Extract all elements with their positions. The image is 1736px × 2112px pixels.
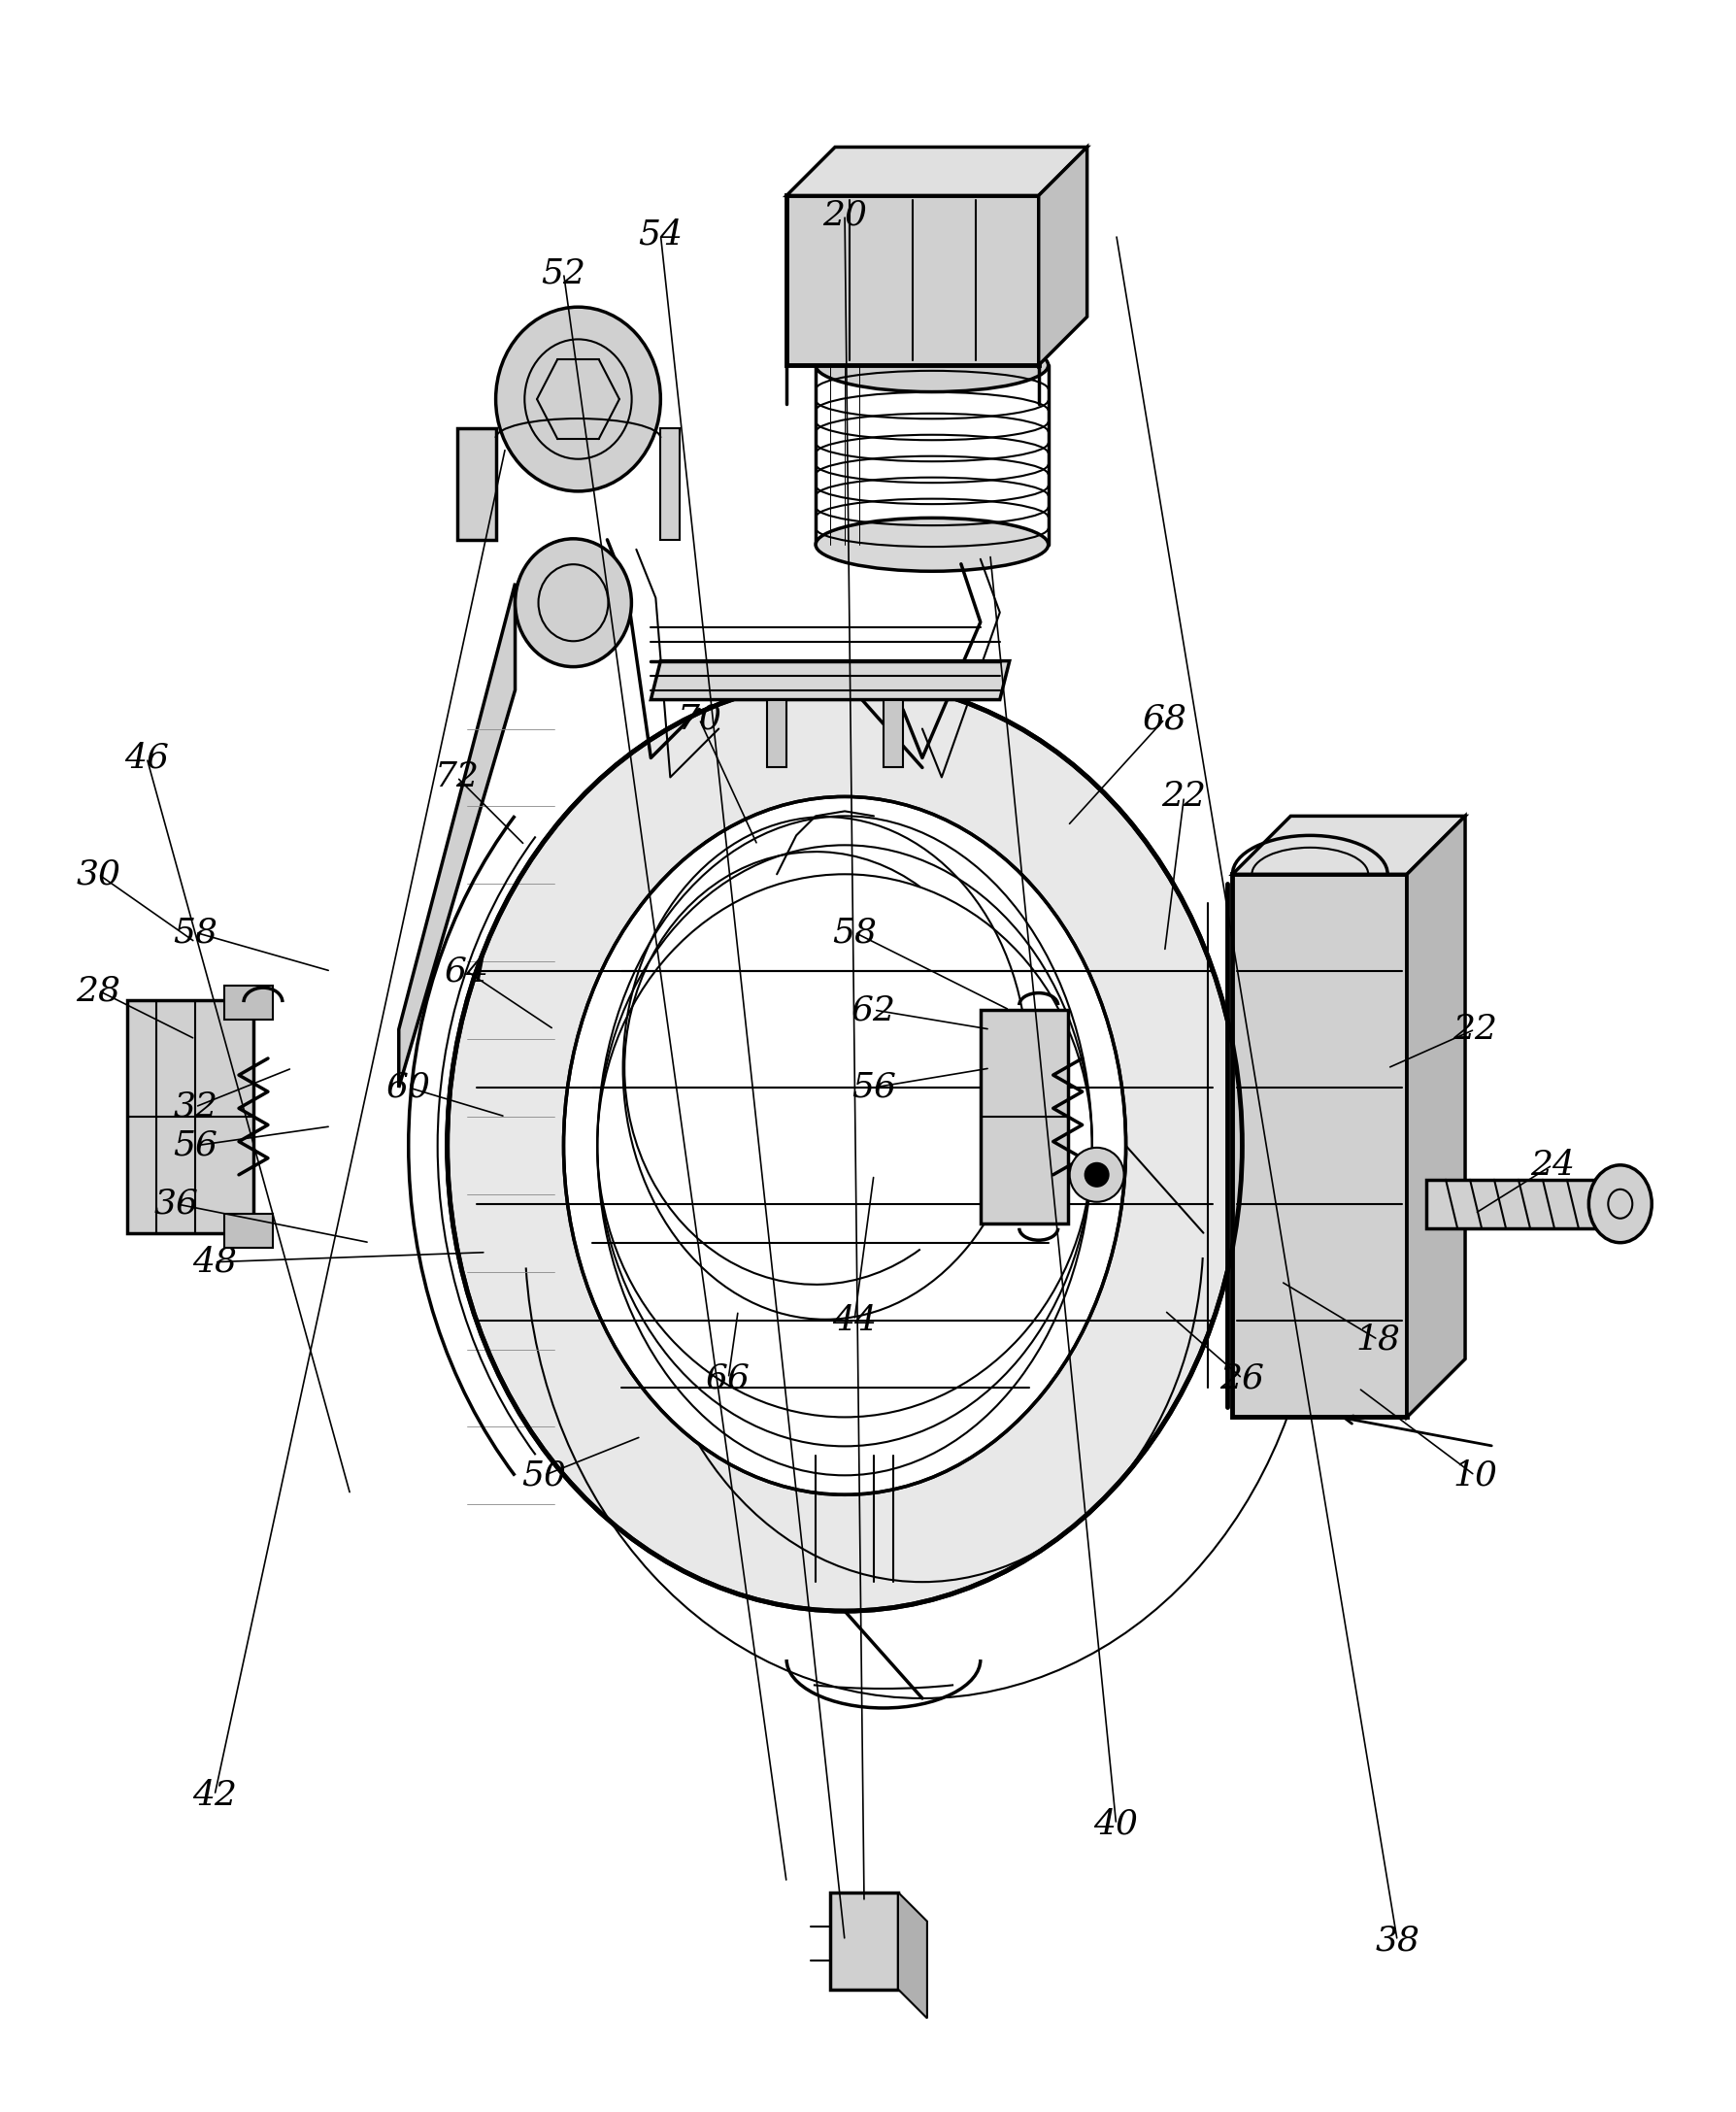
- Ellipse shape: [816, 338, 1049, 393]
- Text: 62: 62: [851, 993, 896, 1026]
- Text: 56: 56: [851, 1071, 896, 1105]
- Polygon shape: [1038, 148, 1087, 365]
- Text: 56: 56: [174, 1130, 217, 1162]
- Text: 50: 50: [523, 1459, 566, 1491]
- Text: 64: 64: [444, 955, 490, 988]
- Ellipse shape: [516, 539, 632, 667]
- Text: 70: 70: [677, 703, 722, 735]
- Text: 58: 58: [174, 917, 217, 948]
- Text: 40: 40: [1094, 1808, 1139, 1842]
- Polygon shape: [786, 196, 1038, 365]
- Ellipse shape: [1588, 1166, 1651, 1242]
- Ellipse shape: [816, 517, 1049, 570]
- Polygon shape: [1406, 815, 1465, 1417]
- Polygon shape: [767, 699, 786, 767]
- Text: 42: 42: [193, 1778, 236, 1812]
- Polygon shape: [651, 661, 1010, 699]
- Circle shape: [1085, 1164, 1108, 1187]
- Polygon shape: [224, 986, 273, 1020]
- Text: 58: 58: [832, 917, 877, 948]
- Text: 52: 52: [542, 256, 587, 289]
- Text: 30: 30: [76, 857, 120, 891]
- Polygon shape: [224, 1214, 273, 1248]
- Polygon shape: [981, 1010, 1068, 1223]
- Text: 54: 54: [639, 218, 682, 251]
- Text: 44: 44: [832, 1303, 877, 1337]
- Text: 22: 22: [1453, 1014, 1496, 1045]
- Text: 60: 60: [385, 1071, 431, 1105]
- Text: 46: 46: [125, 741, 168, 775]
- Text: 24: 24: [1529, 1149, 1575, 1181]
- Text: 20: 20: [823, 199, 866, 232]
- Text: 22: 22: [1161, 779, 1207, 813]
- Text: 10: 10: [1453, 1459, 1496, 1491]
- Polygon shape: [786, 148, 1087, 196]
- Text: 68: 68: [1142, 703, 1187, 735]
- Polygon shape: [830, 1892, 898, 1990]
- Circle shape: [1069, 1147, 1123, 1202]
- Ellipse shape: [496, 306, 660, 492]
- Polygon shape: [399, 583, 516, 1088]
- Text: 38: 38: [1375, 1924, 1420, 1958]
- Ellipse shape: [448, 680, 1243, 1611]
- Polygon shape: [457, 429, 496, 541]
- Text: 32: 32: [174, 1090, 217, 1124]
- Polygon shape: [1427, 1181, 1601, 1227]
- Polygon shape: [660, 429, 681, 541]
- Text: 26: 26: [1220, 1362, 1264, 1394]
- Polygon shape: [884, 699, 903, 767]
- Ellipse shape: [564, 796, 1127, 1495]
- Polygon shape: [1233, 815, 1465, 874]
- Text: 72: 72: [434, 760, 479, 794]
- Polygon shape: [898, 1892, 927, 2019]
- Text: 28: 28: [76, 974, 120, 1007]
- Text: 48: 48: [193, 1246, 236, 1278]
- Text: 18: 18: [1356, 1322, 1401, 1356]
- Polygon shape: [127, 1001, 253, 1233]
- Text: 36: 36: [153, 1187, 198, 1221]
- Polygon shape: [1233, 874, 1406, 1417]
- Text: 66: 66: [707, 1362, 750, 1394]
